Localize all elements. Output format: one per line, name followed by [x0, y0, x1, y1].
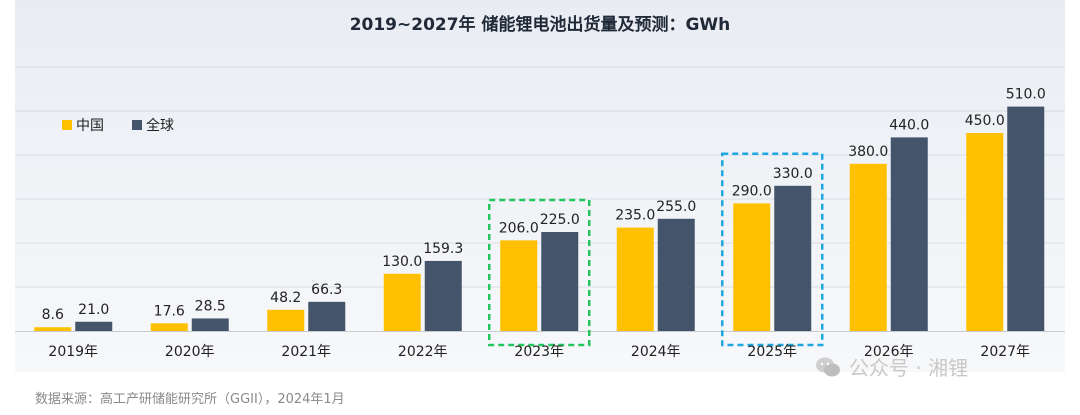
bar-global-2022年	[424, 260, 462, 331]
x-tick-label: 2023年	[514, 344, 564, 360]
bars	[34, 106, 1045, 331]
x-tick-label: 2021年	[281, 344, 331, 360]
bar-global-2023年	[541, 232, 579, 331]
x-axis-ticks: 2019年 2020年 2021年 2022年 2023年 2024年 2025年 2026年…	[48, 344, 1030, 360]
bar-global-2019年	[75, 321, 113, 331]
label-china-2020年: 17.6	[154, 303, 185, 319]
label-global-2020年: 28.5	[195, 298, 226, 314]
bar-global-2020年	[191, 318, 229, 331]
label-china-2025年: 290.0	[732, 183, 772, 199]
label-global-2023年: 225.0	[540, 212, 580, 228]
label-global-2021年: 66.3	[311, 282, 342, 298]
label-global-2025年: 330.0	[773, 166, 813, 182]
label-global-2019年: 21.0	[78, 302, 109, 318]
highlight-boxes	[488, 152, 824, 347]
label-global-2022年: 159.3	[423, 241, 463, 257]
label-china-2026年: 380.0	[848, 144, 888, 160]
legend-label-china: 中国	[76, 118, 104, 134]
chart-panel	[15, 0, 1065, 372]
label-china-2027年: 450.0	[965, 113, 1005, 129]
label-china-2024年: 235.0	[615, 208, 655, 224]
bar-china-2024年	[616, 227, 654, 331]
bar-china-2020年	[150, 323, 188, 331]
bar-china-2022年	[383, 273, 421, 331]
x-tick-label: 2024年	[631, 344, 681, 360]
legend-swatch-china	[62, 120, 72, 130]
bar-china-2026年	[849, 163, 887, 331]
x-tick-label: 2022年	[398, 344, 448, 360]
bar-global-2025年	[774, 185, 812, 331]
wechat-icon	[816, 357, 840, 376]
label-global-2027年: 510.0	[1006, 87, 1046, 103]
x-tick-label: 2026年	[864, 344, 914, 360]
bar-china-2021年	[267, 309, 305, 331]
bar-global-2026年	[890, 137, 928, 331]
watermark-text: 公众号 · 湘锂	[849, 356, 969, 380]
legend-label-global: 全球	[146, 117, 174, 134]
label-china-2023年: 206.0	[499, 220, 539, 236]
label-global-2026年: 440.0	[889, 117, 929, 133]
source-note: 数据来源：高工产研储能研究所（GGII），2024年1月	[35, 392, 345, 407]
legend-swatch-global	[132, 120, 142, 130]
label-china-2022年: 130.0	[382, 254, 422, 270]
bar-china-2025年	[733, 203, 771, 331]
x-tick-label: 2027年	[980, 344, 1030, 360]
label-global-2024年: 255.0	[656, 199, 696, 215]
bar-china-2019年	[34, 327, 72, 331]
chart-title: 2019~2027年 储能锂电池出货量及预测：GWh	[350, 14, 731, 35]
watermark: 公众号 · 湘锂	[815, 352, 968, 381]
bar-global-2027年	[1007, 106, 1045, 331]
bar-chart: 2019~2027年 储能锂电池出货量及预测：GWh 8.6 21.0 17.6 28…	[15, 14, 1065, 360]
highlight-box-2023年	[488, 198, 591, 347]
x-tick-label: 2019年	[48, 344, 98, 360]
x-tick-label: 2020年	[165, 344, 215, 360]
label-china-2021年: 48.2	[270, 290, 301, 306]
bar-global-2021年	[308, 301, 346, 331]
label-china-2019年: 8.6	[42, 307, 64, 323]
highlight-box-2025年	[721, 152, 824, 347]
x-tick-label: 2025年	[747, 344, 797, 360]
bar-china-2027年	[966, 133, 1004, 331]
bar-global-2024年	[657, 218, 695, 331]
bar-china-2023年	[500, 240, 538, 331]
legend: 中国 全球	[62, 117, 174, 134]
